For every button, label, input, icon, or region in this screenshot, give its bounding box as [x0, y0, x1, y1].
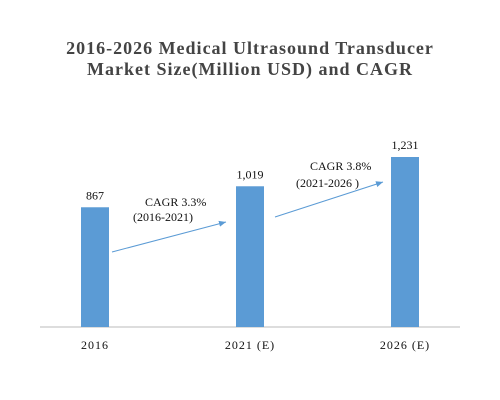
arrow: [274, 181, 384, 218]
annotation: CAGR 3.8%: [310, 159, 371, 173]
annotation: (2016-2021): [133, 210, 193, 224]
data-label: 867: [86, 188, 104, 202]
arrow: [111, 220, 227, 253]
data-label: 1,019: [237, 167, 264, 181]
annotation: CAGR 3.3%: [145, 195, 206, 209]
data-label: 1,231: [392, 138, 419, 152]
x-tick-label: 2026 (E): [380, 338, 430, 352]
bar: [236, 186, 264, 327]
annotation: (2021-2026 ): [296, 176, 359, 190]
bar: [81, 207, 109, 327]
chart-title: 2016-2026 Medical Ultrasound Transducer …: [66, 38, 434, 79]
x-tick-label: 2016: [81, 338, 109, 352]
x-tick-label: 2021 (E): [225, 338, 275, 352]
bar: [391, 157, 419, 327]
